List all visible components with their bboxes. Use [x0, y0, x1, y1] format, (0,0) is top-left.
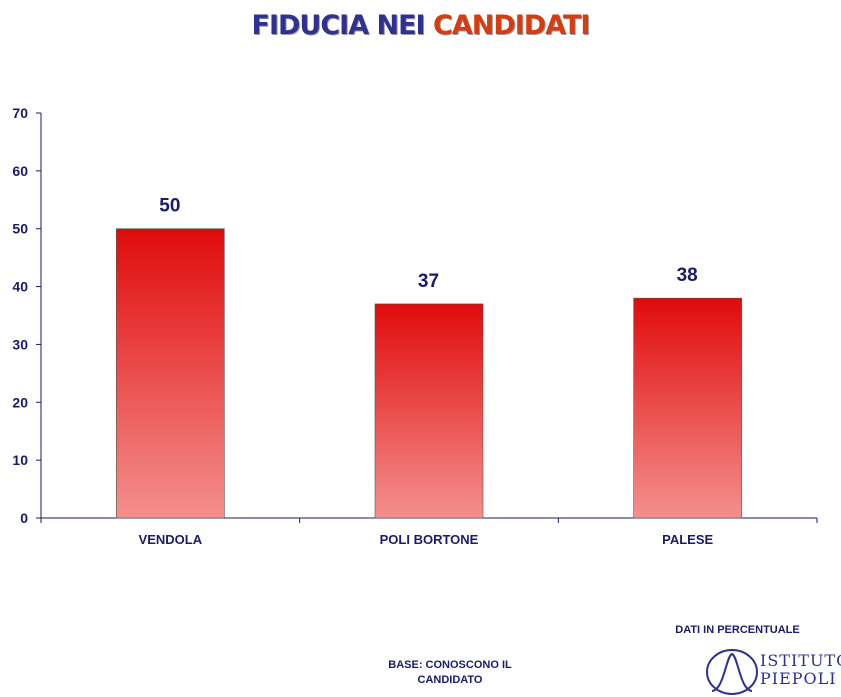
base-note-line-1: BASE: CONOSCONO IL [388, 659, 512, 671]
y-tick-label: 30 [12, 336, 28, 352]
piepoli-logo-icon [706, 649, 758, 695]
chart-title: FIDUCIA NEI CANDIDATI [0, 10, 841, 41]
base-note-line-2: CANDIDATO [417, 674, 483, 686]
logo-line-2: PIEPOLI [760, 669, 837, 688]
y-tick-label: 0 [20, 510, 28, 526]
category-label: PALESE [662, 532, 713, 547]
y-tick-label: 20 [12, 394, 28, 410]
logo-text: ISTITUTO PIEPOLI [760, 652, 841, 688]
y-tick-label: 50 [12, 221, 28, 237]
category-label: VENDOLA [139, 532, 203, 547]
bar [116, 228, 225, 519]
title-part-2: CANDIDATI [433, 10, 590, 41]
data-label: 38 [677, 265, 698, 286]
y-tick-label: 40 [12, 279, 28, 295]
y-tick-label: 70 [12, 105, 28, 121]
logo-line-1: ISTITUTO [760, 651, 841, 670]
y-tick-label: 10 [12, 452, 28, 468]
data-unit-note: DATI IN PERCENTUALE [675, 624, 800, 636]
category-label: POLI BORTONE [380, 532, 479, 547]
base-note: BASE: CONOSCONO IL CANDIDATO [355, 658, 545, 688]
y-tick-label: 60 [12, 163, 28, 179]
data-label: 37 [418, 271, 439, 292]
bar [633, 297, 742, 519]
data-label: 50 [159, 196, 180, 217]
bar [374, 303, 484, 519]
title-part-1: FIDUCIA NEI [251, 10, 426, 41]
